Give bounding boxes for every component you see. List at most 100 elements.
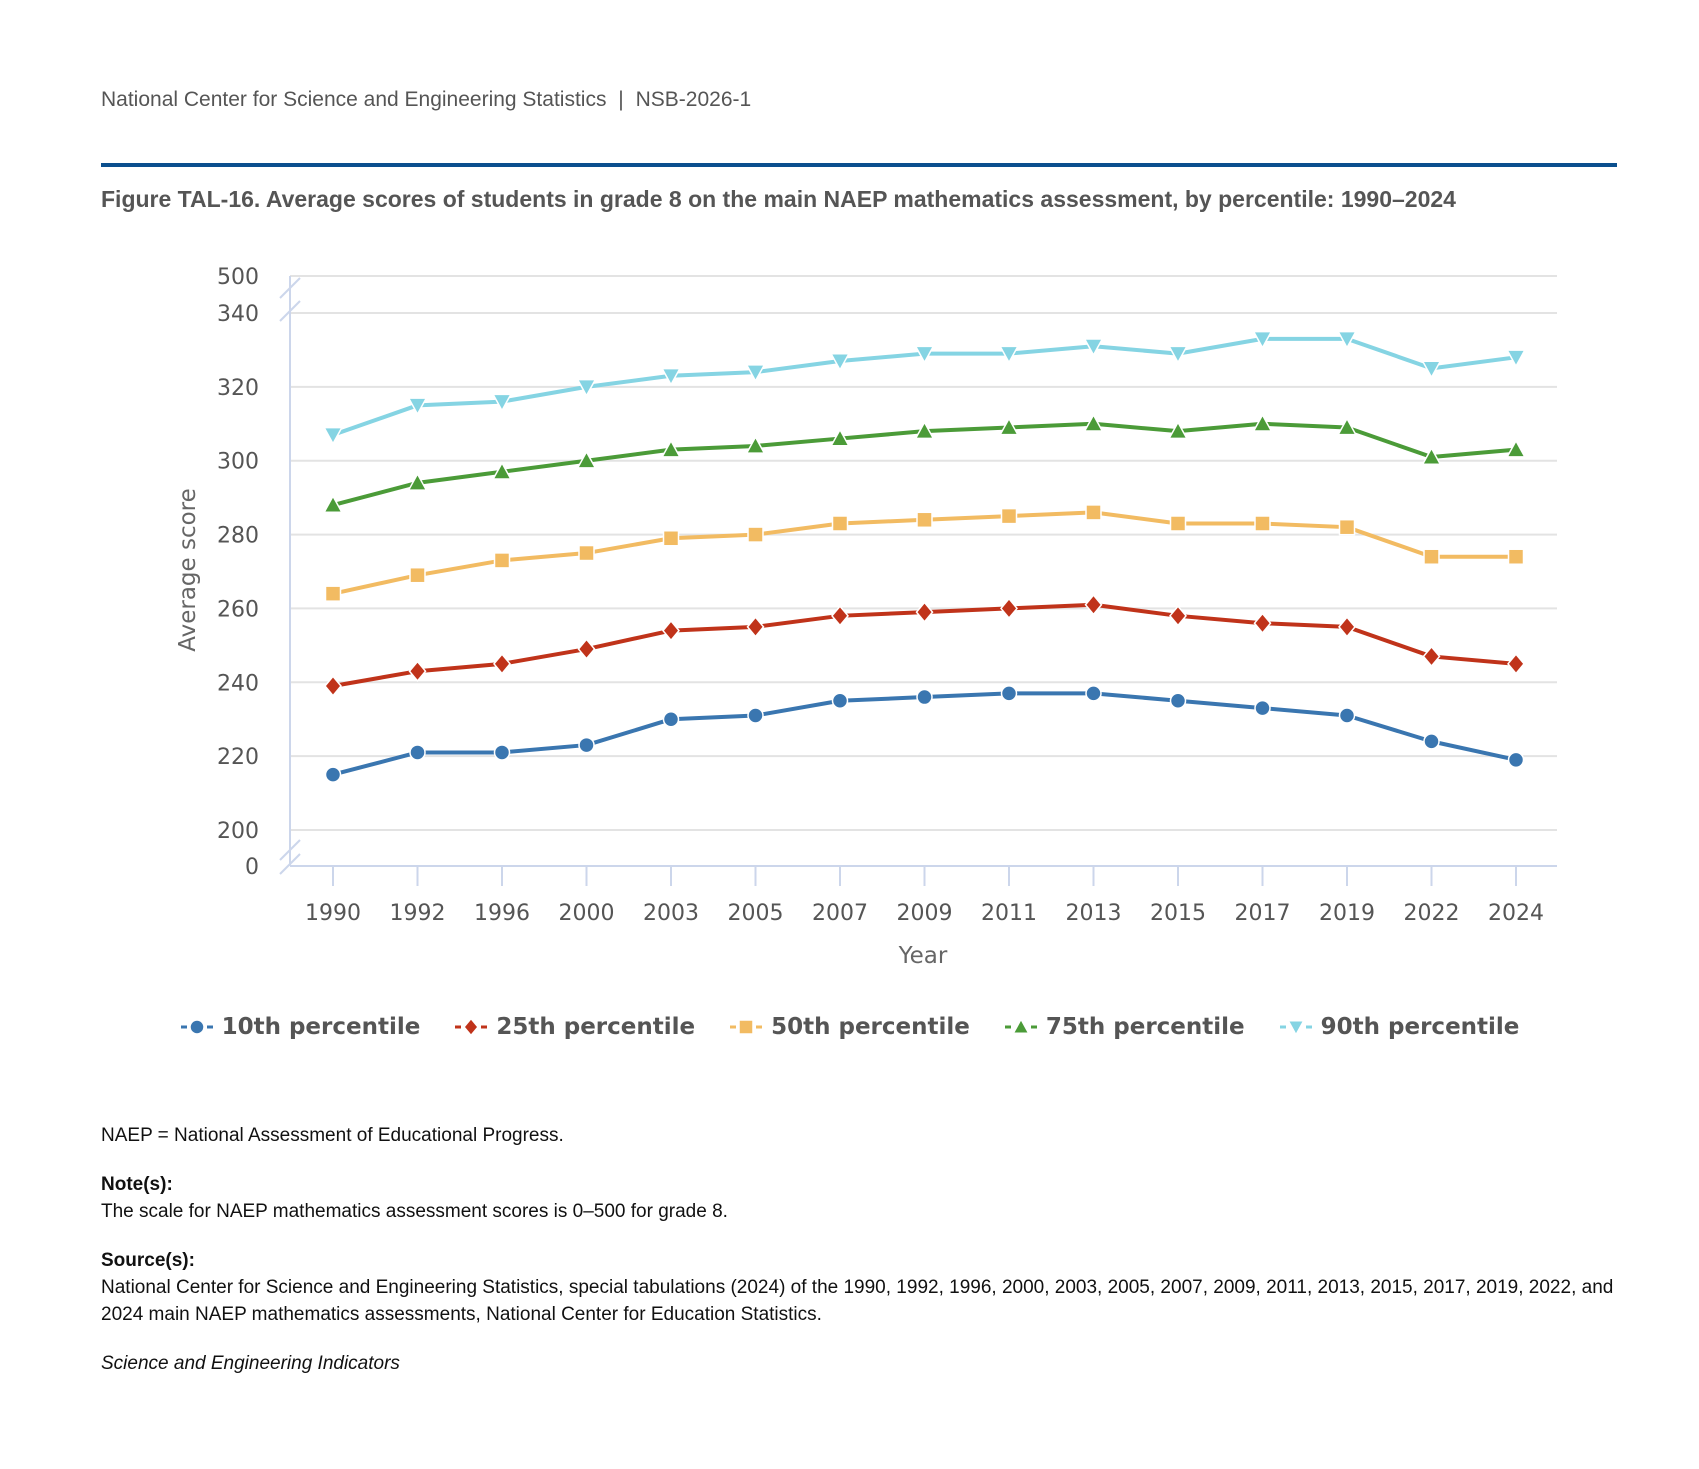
legend-item[interactable]: 90th percentile <box>1279 1014 1520 1040</box>
y-tick-label: 0 <box>245 855 259 880</box>
data-point <box>322 494 344 513</box>
data-point <box>914 345 935 364</box>
data-point <box>1505 349 1527 368</box>
legend-marker <box>738 1019 754 1035</box>
data-point <box>1253 612 1272 634</box>
y-tick-label: 300 <box>217 450 259 475</box>
data-point <box>407 472 428 491</box>
x-tick-label: 2013 <box>1066 901 1122 926</box>
data-point <box>1423 733 1440 750</box>
series-10th <box>324 685 1525 783</box>
x-tick-label: 2003 <box>643 901 699 926</box>
data-point <box>491 461 513 480</box>
series-75th <box>322 413 1527 513</box>
data-point <box>324 675 342 697</box>
data-point <box>1338 518 1356 536</box>
data-point <box>1000 507 1018 525</box>
data-point <box>662 619 680 642</box>
data-point <box>576 450 597 469</box>
y-tick-label: 320 <box>217 376 259 401</box>
data-point <box>409 744 426 761</box>
y-tick-label: 240 <box>217 671 259 696</box>
data-point <box>1169 605 1187 627</box>
data-point <box>1085 504 1102 521</box>
legend-marker <box>1286 1019 1305 1037</box>
data-point <box>915 601 934 623</box>
y-axis-label: Average score <box>175 488 201 652</box>
legend-marker <box>188 1019 205 1035</box>
series-line <box>332 691 1517 777</box>
legend-label: 10th percentile <box>221 1014 421 1040</box>
x-tick-label: 1992 <box>390 901 446 926</box>
x-tick-label: 2005 <box>728 901 784 926</box>
x-tick-label: 2024 <box>1488 901 1544 926</box>
data-point <box>1338 707 1356 724</box>
x-tick-label: 2017 <box>1235 901 1291 926</box>
legend-item[interactable]: 50th percentile <box>729 1014 970 1040</box>
data-point <box>747 526 764 543</box>
data-point <box>1167 420 1189 440</box>
data-point <box>662 530 680 547</box>
legend-symbol-icon <box>455 1017 488 1037</box>
data-point <box>998 417 1020 436</box>
header-separator: | <box>618 88 624 111</box>
sources-label: Source(s): <box>101 1250 195 1271</box>
data-point <box>1421 446 1442 465</box>
x-tick-label: 1996 <box>474 901 530 926</box>
data-point <box>578 544 595 562</box>
y-tick-label: 500 <box>217 265 259 290</box>
legend-label: 50th percentile <box>771 1014 970 1040</box>
footnotes: NAEP = National Assessment of Educationa… <box>101 1122 1641 1377</box>
legend-item[interactable]: 25th percentile <box>454 1014 695 1040</box>
x-tick-label: 2007 <box>812 901 868 926</box>
x-tick-label: 2022 <box>1404 901 1460 926</box>
data-point <box>493 744 511 761</box>
data-point <box>1083 413 1104 432</box>
sources-text: National Center for Science and Engineer… <box>101 1277 1614 1325</box>
axes <box>279 276 1557 886</box>
data-point <box>747 707 764 724</box>
data-point <box>493 653 511 675</box>
data-point <box>1254 515 1271 532</box>
axis-break-mark <box>279 300 301 322</box>
legend-item[interactable]: 10th percentile <box>180 1014 421 1040</box>
legend-label: 25th percentile <box>496 1014 696 1040</box>
data-point <box>1252 413 1273 432</box>
legend-item[interactable]: 75th percentile <box>1004 1014 1245 1040</box>
legend-marker <box>463 1017 480 1037</box>
series-25th <box>324 593 1525 697</box>
legend-label: 90th percentile <box>1320 1014 1520 1040</box>
data-point <box>1338 616 1356 638</box>
legend: 10th percentile 25th percentile 50th perce… <box>0 1014 1699 1040</box>
data-point <box>829 353 851 372</box>
legend-marker <box>1011 1017 1030 1035</box>
data-point <box>831 692 849 709</box>
report-id: NSB-2026-1 <box>635 88 752 111</box>
data-point <box>746 616 765 638</box>
y-tick-label: 220 <box>217 745 259 770</box>
x-tick-label: 2015 <box>1150 901 1206 926</box>
x-tick-label: 2009 <box>897 901 953 926</box>
x-tick-labels: 1990 1992 1996 2000 2003 2005 2007 2009 2011 2013… <box>305 901 1544 926</box>
x-tick-label: 2011 <box>981 901 1037 926</box>
org-name: National Center for Science and Engineer… <box>101 88 607 111</box>
data-point <box>493 552 511 569</box>
data-point <box>1252 330 1273 350</box>
data-point <box>831 515 849 532</box>
data-point <box>660 439 682 458</box>
y-tick-labels: 500 200 220 240 260 280 300 320 340 0 <box>217 265 259 880</box>
data-point <box>407 397 428 416</box>
publication-name: Science and Engineering Indicators <box>101 1353 400 1374</box>
data-point <box>1507 751 1525 769</box>
data-point <box>1507 548 1525 565</box>
data-point <box>1336 330 1358 350</box>
data-point <box>324 766 342 783</box>
data-point <box>662 710 680 728</box>
data-point <box>1421 360 1442 379</box>
data-point <box>745 364 766 383</box>
data-point <box>1000 685 1018 702</box>
data-point <box>1085 685 1102 702</box>
data-point <box>1254 699 1271 717</box>
data-point <box>831 605 849 627</box>
axis-break-mark <box>279 839 301 861</box>
